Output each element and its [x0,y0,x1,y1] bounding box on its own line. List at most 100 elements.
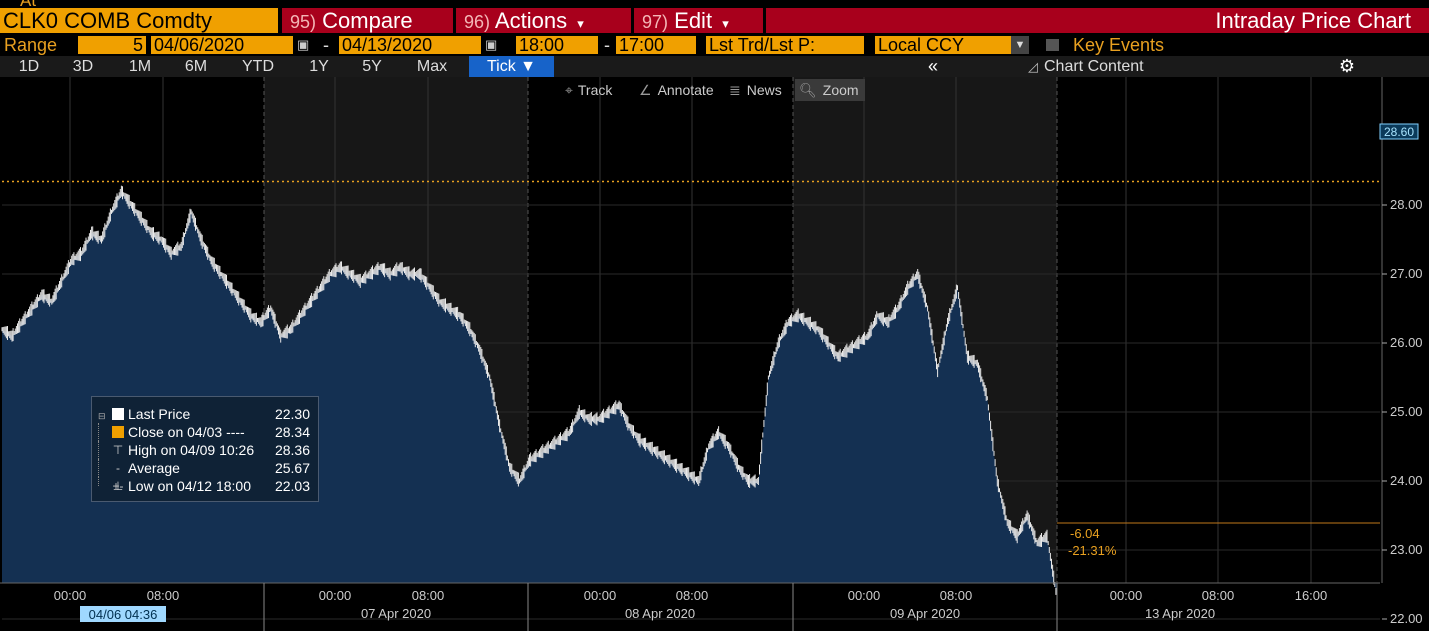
collapse-box-icon[interactable]: ⊟ [98,411,106,421]
y-tick-label: 28.00 [1390,197,1423,212]
y-tick-label: 26.00 [1390,335,1423,350]
actions-number: 96) [464,12,491,32]
tree-line [98,423,107,441]
compare-menu[interactable]: 95) Compare [282,8,453,33]
x-day-label: 09 Apr 2020 [890,606,960,621]
page-title: Intraday Price Chart [766,8,1429,33]
tab-1m[interactable]: 1M [128,58,152,75]
x-tick-label: 16:00 [1295,588,1328,603]
high-marker-icon: ⊤ [112,443,124,457]
news-button[interactable]: ≣ News [729,79,791,101]
legend-value: 28.36 [274,442,310,458]
legend-value: 28.34 [274,424,310,440]
top-quote-strip: At [0,0,1429,7]
period-tab-bar: 1D 3D 1M 6M YTD 1Y 5Y Max Tick ▼ « ◿ Char… [0,56,1429,77]
zoom-button[interactable]: 🔍︎ Zoom [795,79,865,101]
legend-value: 22.30 [274,406,310,422]
price-chart[interactable]: -6.04 -21.31% 28.0027.0026.0025.0024.002… [0,77,1429,631]
x-tick-label: 00:00 [319,588,352,603]
chart-content-label: Chart Content [1044,58,1144,75]
tab-1y[interactable]: 1Y [309,58,329,75]
calendar-icon[interactable]: ▣ [485,37,498,52]
x-tick-label: 08:00 [940,588,973,603]
cursor-date-tag [80,606,166,622]
legend-name: Low on 04/12 18:00 [128,478,251,494]
chevron-down-icon: ▾ [577,16,584,31]
tab-3d[interactable]: 3D [72,58,94,75]
legend-name: Close on 04/03 ---- [128,424,245,440]
x-day-label: 07 Apr 2020 [361,606,431,621]
x-tick-label: 08:00 [147,588,180,603]
tab-1d[interactable]: 1D [18,58,40,75]
security-ticker[interactable]: CLK0 COMB Comdty [0,8,278,33]
x-tick-label: 08:00 [1202,588,1235,603]
legend-item: Close on 04/03 ---- 28.34 [92,423,318,441]
tree-line [98,441,107,459]
end-date-field[interactable]: 04/13/2020 [339,36,481,54]
currency-select[interactable]: Local CCY [875,36,1011,54]
start-time-field[interactable]: 18:00 [516,36,598,54]
news-label: News [746,82,782,98]
x-tick-label: 08:00 [412,588,445,603]
legend-item: ⊟ Last Price 22.30 [92,405,318,423]
chart-icon: ◿ [1028,59,1038,74]
key-events-checkbox[interactable] [1046,39,1059,51]
y-axis: 28.00 27.00 26.00 25.00 24.00 23.00 22.00 [1381,77,1423,626]
key-events-label: Key Events [1073,35,1165,55]
x-day-label: 13 Apr 2020 [1145,606,1215,621]
track-label: Track [577,82,613,98]
legend-item: ⊤ High on 04/09 10:26 28.36 [92,441,318,459]
annotate-button[interactable]: ∠ Annotate [639,79,721,101]
range-bar: Range 5 04/06/2020 ▣ - 04/13/2020 ▣ 18:0… [0,35,1429,55]
x-tick-label: 00:00 [848,588,881,603]
time-separator: - [604,35,610,55]
tab-max[interactable]: Max [416,58,448,75]
chart-legend[interactable]: ⊟ Last Price 22.30 Close on 04/03 ---- 2… [91,396,319,502]
tree-line: ⊟ [98,405,106,423]
track-button[interactable]: ⌖ Track [565,79,631,101]
chart-content-button[interactable]: ◿ Chart Content [1028,56,1144,77]
news-icon: ≣ [729,82,741,98]
legend-name: Average [128,460,180,476]
edit-menu[interactable]: 97) Edit ▾ [634,8,763,33]
collapse-icon[interactable]: « [927,56,938,76]
end-time-field[interactable]: 17:00 [616,36,696,54]
ref-value-tag [1379,123,1419,140]
pencil-icon: ∠ [639,82,652,98]
y-tick-label: 23.00 [1390,542,1423,557]
actions-menu[interactable]: 96) Actions ▾ [456,8,631,33]
start-date-field[interactable]: 04/06/2020 [151,36,293,54]
tab-6m[interactable]: 6M [184,58,208,75]
legend-name: High on 04/09 10:26 [128,442,255,458]
y-tick-label: 22.00 [1390,611,1423,626]
y-tick-label: 24.00 [1390,473,1423,488]
y-tick-label: 25.00 [1390,404,1423,419]
gear-icon[interactable]: ⚙ [1338,56,1356,76]
legend-value: 22.03 [274,478,310,494]
cursor-date-label: 04/06 04:36 [89,607,158,622]
zoom-label: Zoom [822,82,859,98]
last-change-percent: -21.31% [1068,543,1117,558]
average-marker-icon: -+- [112,461,124,493]
date-separator: - [323,35,329,55]
chevron-down-icon: ▾ [722,16,729,31]
x-tick-label: 08:00 [676,588,709,603]
price-field-select[interactable]: Lst Trd/Lst P: [706,36,864,54]
zoom-icon: 🔍︎ [799,82,817,98]
tab-tick[interactable]: Tick ▼ [469,56,554,77]
tab-5y[interactable]: 5Y [362,58,382,75]
last-price-swatch [112,408,124,420]
crosshair-icon: ⌖ [565,82,573,98]
range-value-field[interactable]: 5 [78,36,146,54]
x-tick-label: 00:00 [1110,588,1143,603]
legend-item: ⊥ Low on 04/12 18:00 22.03 [92,477,318,495]
calendar-icon[interactable]: ▣ [297,37,310,52]
tree-line [98,459,107,477]
tree-line [98,477,107,486]
low-marker-icon: ⊥ [112,479,124,493]
legend-item: -+- Average 25.67 [92,459,318,493]
strip-fragment: At [20,0,36,7]
tab-ytd[interactable]: YTD [242,58,274,75]
chevron-down-icon[interactable]: ▼ [1011,36,1029,54]
close-swatch [112,426,124,438]
